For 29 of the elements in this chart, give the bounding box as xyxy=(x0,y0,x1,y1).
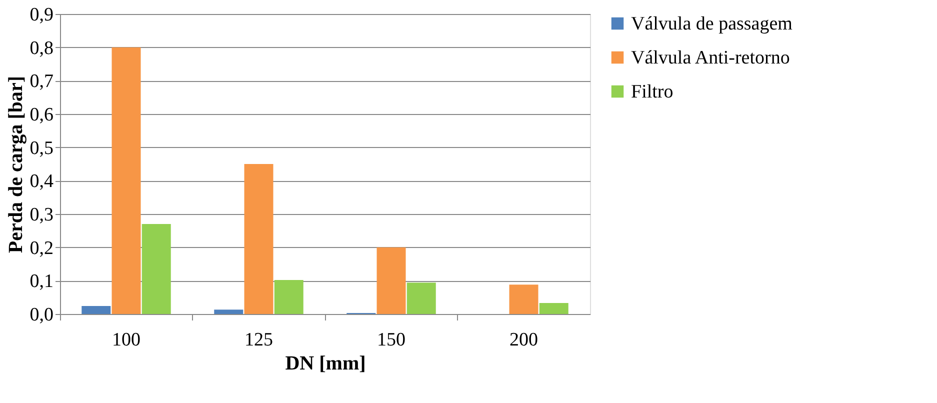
y-tick-label: 0,6 xyxy=(30,104,54,126)
y-tick-label: 0,8 xyxy=(30,38,54,59)
y-tick-label: 0,7 xyxy=(30,71,54,92)
legend-label: Válvula Anti-retorno xyxy=(631,48,790,68)
y-tick-label: 0,3 xyxy=(30,204,54,226)
bar xyxy=(376,247,406,314)
bar xyxy=(82,306,111,314)
bar xyxy=(112,47,141,314)
y-tick-label: 0,0 xyxy=(30,304,54,326)
bar xyxy=(244,164,274,314)
bar xyxy=(274,280,304,314)
y-tick-label: 0,4 xyxy=(30,171,54,192)
bar xyxy=(214,310,244,314)
bar xyxy=(509,284,538,314)
y-tick-label: 0,2 xyxy=(30,238,54,259)
legend-label: Válvula de passagem xyxy=(631,14,793,34)
y-tick-label: 0,9 xyxy=(30,4,54,26)
bar xyxy=(142,224,171,314)
x-tick-label: 150 xyxy=(377,330,406,350)
x-tick-label: 100 xyxy=(112,330,140,350)
y-tick-label: 0,5 xyxy=(30,138,54,159)
y-axis-title: Perda de carga [bar] xyxy=(4,76,27,254)
x-axis-title: DN [mm] xyxy=(285,352,366,374)
y-tick-label: 0,1 xyxy=(30,271,54,292)
bar xyxy=(406,282,436,314)
bar xyxy=(539,303,568,314)
legend-label: Filtro xyxy=(631,82,674,102)
x-tick-label: 125 xyxy=(244,330,273,350)
x-tick-label: 200 xyxy=(510,330,538,350)
